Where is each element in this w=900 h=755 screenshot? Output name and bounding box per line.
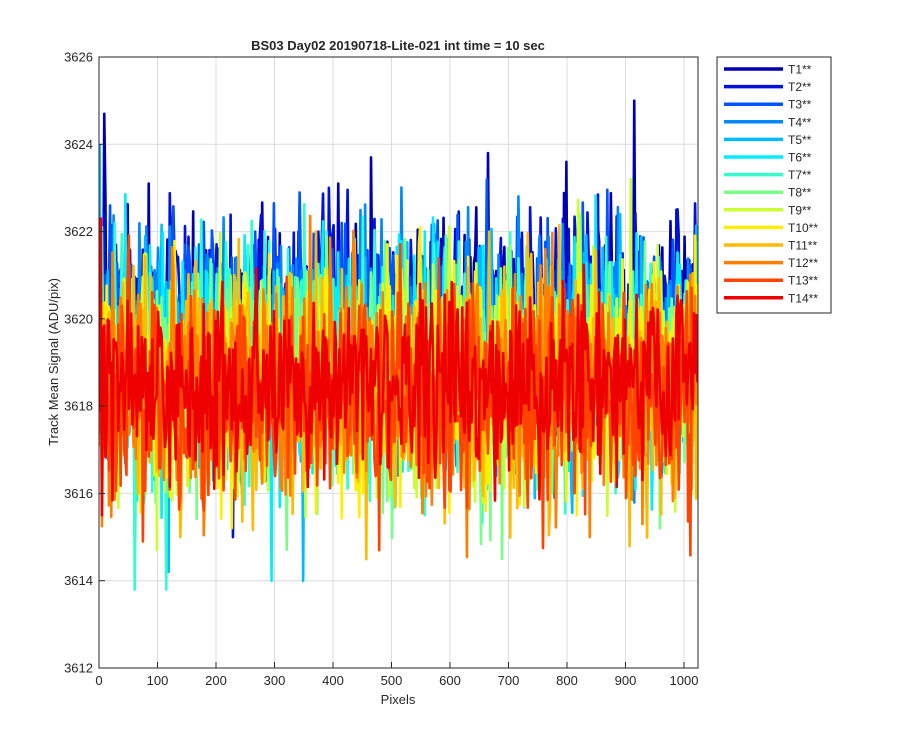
legend-label: T2** [788, 80, 812, 94]
legend-label: T6** [788, 151, 812, 165]
x-tick-label: 100 [147, 673, 169, 688]
legend-box [716, 56, 832, 314]
x-tick-label: 700 [498, 673, 520, 688]
x-tick-label: 900 [615, 673, 637, 688]
x-tick-label: 200 [205, 673, 227, 688]
legend-label: T13** [788, 274, 818, 288]
legend-label: T8** [788, 186, 812, 200]
legend-label: T1** [788, 63, 812, 77]
chart-title: BS03 Day02 20190718-Lite-021 int time = … [251, 38, 545, 53]
y-tick-label: 3626 [64, 50, 93, 65]
x-tick-label: 1000 [670, 673, 699, 688]
x-tick-label: 500 [381, 673, 403, 688]
y-tick-label: 3614 [64, 573, 93, 588]
x-tick-label: 600 [439, 673, 461, 688]
x-axis: 0 100 200 300 400 500 600 700 800 900 1000 [95, 662, 698, 688]
legend-label: T3** [788, 98, 812, 112]
legend-label: T11** [788, 239, 817, 253]
legend-label: T5** [788, 133, 812, 147]
plot-frame [98, 56, 699, 669]
y-tick-label: 3624 [64, 137, 93, 152]
x-tick-label: 0 [95, 673, 102, 688]
legend-label: T14** [788, 291, 818, 305]
legend-label: T12** [788, 256, 818, 270]
x-tick-label: 800 [556, 673, 578, 688]
y-axis-label: Track Mean Signal (ADU/pix) [46, 278, 61, 446]
y-axis: 3612 3614 3616 3618 3620 3622 3624 3626 [64, 50, 105, 676]
y-tick-label: 3618 [64, 399, 93, 414]
y-tick-label: 3616 [64, 486, 93, 501]
legend: T1** T2** T3** T4** T5** T6** T7** T8** T9** T10*… [716, 56, 832, 314]
x-tick-label: 300 [264, 673, 286, 688]
series-layer [99, 99, 698, 591]
x-tick-label: 400 [322, 673, 344, 688]
legend-label: T9** [788, 203, 812, 217]
y-tick-label: 3612 [64, 661, 93, 676]
legend-label: T7** [788, 168, 812, 182]
legend-label: T4** [788, 115, 812, 129]
legend-label: T10** [788, 221, 818, 235]
series-line-14 [99, 217, 698, 517]
x-axis-label: Pixels [381, 692, 416, 707]
y-tick-label: 3622 [64, 224, 93, 239]
y-tick-label: 3620 [64, 311, 93, 326]
